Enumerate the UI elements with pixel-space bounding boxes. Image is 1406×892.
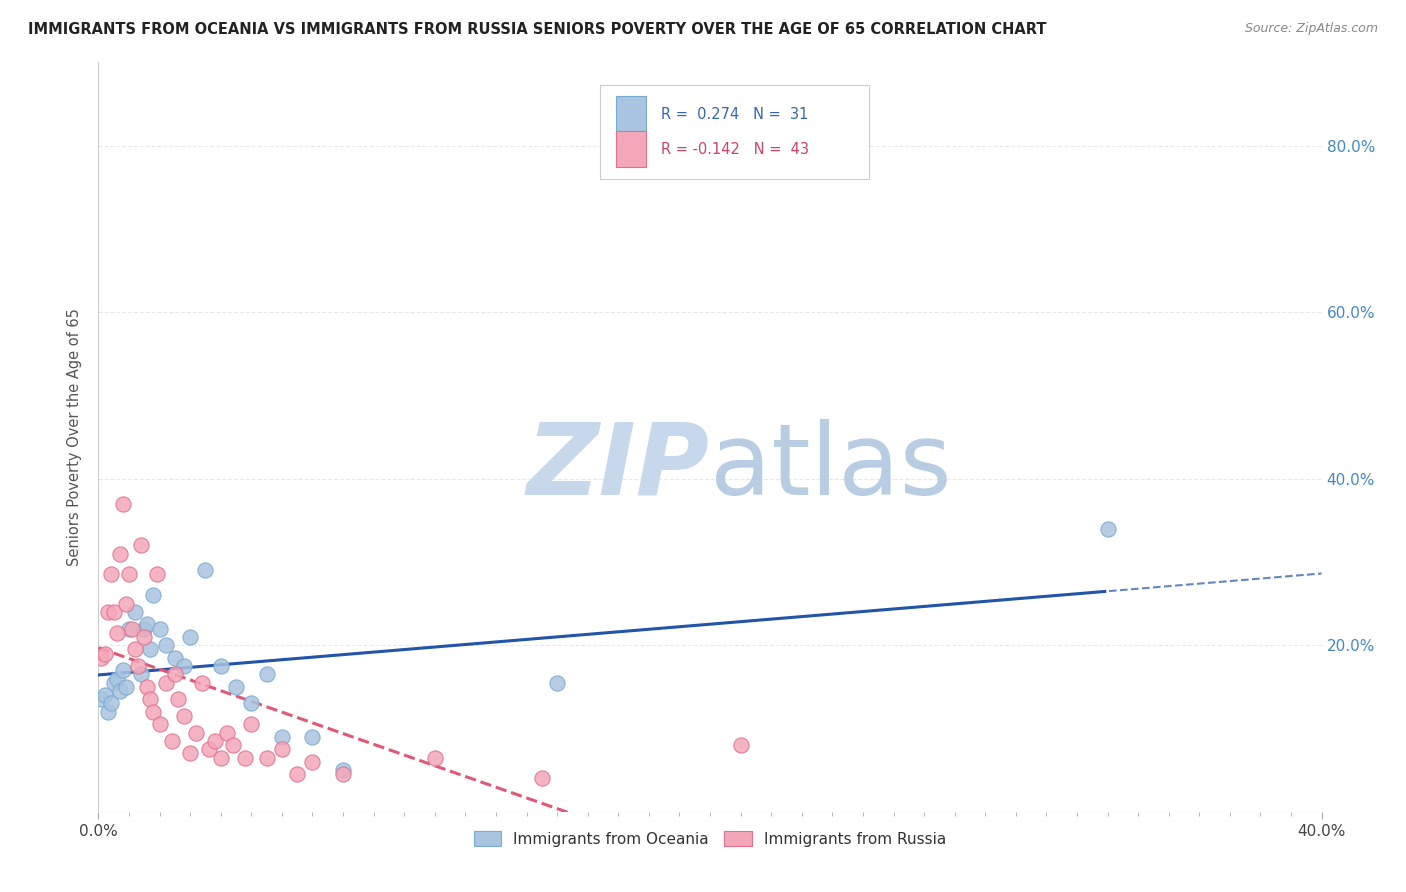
Point [332, 763, 354, 777]
Point [270, 742, 292, 756]
Point [139, 692, 162, 706]
Point [90, 650, 112, 665]
Point [730, 738, 752, 752]
Point [100, 567, 122, 582]
Text: atlas: atlas [710, 418, 952, 516]
Point [129, 538, 152, 552]
Point [1097, 522, 1119, 536]
Point [118, 567, 141, 582]
Point [233, 750, 256, 764]
Point [546, 675, 568, 690]
Point [179, 747, 201, 761]
Point [222, 738, 245, 752]
Point [530, 772, 553, 786]
Text: IMMIGRANTS FROM OCEANIA VS IMMIGRANTS FROM RUSSIA SENIORS POVERTY OVER THE AGE O: IMMIGRANTS FROM OCEANIA VS IMMIGRANTS FR… [28, 22, 1046, 37]
Text: Source: ZipAtlas.com: Source: ZipAtlas.com [1244, 22, 1378, 36]
Point [160, 734, 183, 748]
Point [240, 697, 263, 711]
Point [240, 717, 263, 731]
Point [194, 563, 217, 577]
Text: R =  0.274   N =  31: R = 0.274 N = 31 [661, 107, 808, 121]
Point [215, 725, 238, 739]
Point [209, 659, 232, 673]
Point [105, 625, 128, 640]
Point [173, 659, 195, 673]
Point [103, 605, 125, 619]
Point [97, 705, 120, 719]
Point [115, 597, 138, 611]
Point [100, 697, 122, 711]
Point [301, 755, 323, 769]
Point [127, 659, 149, 673]
Y-axis label: Seniors Poverty Over the Age of 65: Seniors Poverty Over the Age of 65 [67, 308, 83, 566]
Point [256, 667, 278, 681]
Point [121, 622, 143, 636]
Point [149, 622, 172, 636]
Point [115, 680, 138, 694]
Point [173, 709, 195, 723]
Point [142, 588, 165, 602]
Point [105, 672, 128, 686]
Point [285, 767, 308, 781]
Point [163, 650, 186, 665]
Point [97, 605, 120, 619]
Point [93, 647, 115, 661]
Point [111, 663, 134, 677]
Point [134, 630, 156, 644]
Point [118, 622, 141, 636]
Point [301, 730, 323, 744]
Point [108, 684, 131, 698]
Point [108, 547, 131, 561]
Point [191, 675, 214, 690]
Point [197, 742, 219, 756]
Point [142, 705, 165, 719]
Point [136, 617, 159, 632]
Point [145, 567, 167, 582]
Point [186, 725, 208, 739]
Point [103, 675, 125, 690]
Point [124, 642, 146, 657]
Text: R = -0.142   N =  43: R = -0.142 N = 43 [661, 142, 808, 157]
FancyBboxPatch shape [616, 96, 647, 132]
FancyBboxPatch shape [616, 131, 647, 168]
Point [139, 642, 162, 657]
Point [124, 605, 146, 619]
Point [149, 717, 172, 731]
Point [90, 692, 112, 706]
Point [270, 730, 292, 744]
Point [167, 692, 190, 706]
Point [134, 622, 156, 636]
Point [209, 750, 232, 764]
Text: ZIP: ZIP [527, 418, 710, 516]
Point [163, 667, 186, 681]
Point [93, 688, 115, 702]
Point [129, 667, 152, 681]
Point [204, 734, 226, 748]
Point [136, 680, 159, 694]
Point [423, 750, 446, 764]
Point [332, 767, 354, 781]
Legend: Immigrants from Oceania, Immigrants from Russia: Immigrants from Oceania, Immigrants from… [468, 824, 952, 853]
Point [155, 675, 177, 690]
FancyBboxPatch shape [600, 85, 869, 178]
Point [155, 638, 177, 652]
Point [225, 680, 247, 694]
Point [179, 630, 201, 644]
Point [256, 750, 278, 764]
Point [111, 497, 134, 511]
